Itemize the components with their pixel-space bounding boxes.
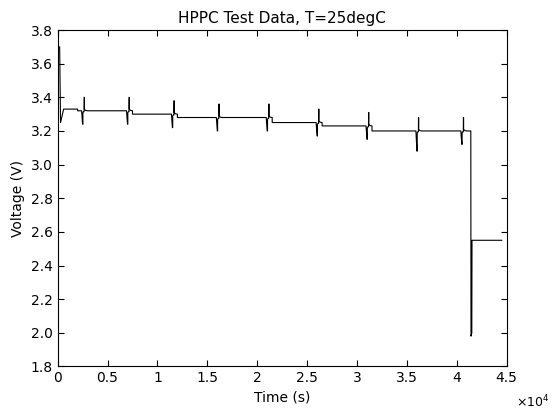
Title: HPPC Test Data, T=25degC: HPPC Test Data, T=25degC [178,11,386,26]
X-axis label: Time (s): Time (s) [254,391,310,405]
Text: $\times10^4$: $\times10^4$ [516,393,549,410]
Y-axis label: Voltage (V): Voltage (V) [11,160,25,237]
